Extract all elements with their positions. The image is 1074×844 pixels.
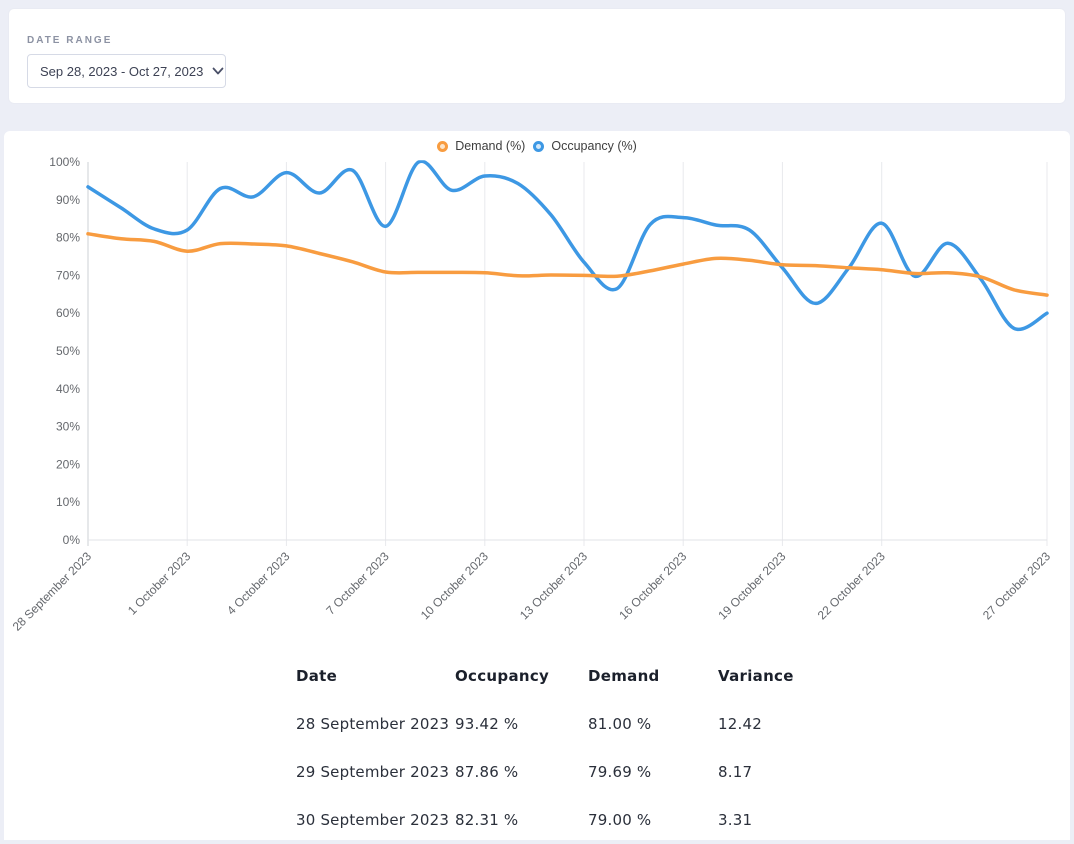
y-tick-label: 0%: [63, 533, 81, 547]
y-tick-label: 20%: [56, 457, 80, 471]
chevron-down-icon: [212, 67, 224, 75]
chart-area: 0% 10% 20% 30% 40% 50% 60% 70% 80% 90% 100% 28 Sept…: [0, 155, 1074, 661]
demand-line: [86, 232, 1049, 297]
cell-occupancy: 87.86 %: [455, 763, 519, 781]
date-range-card: DATE RANGE Sep 28, 2023 - Oct 27, 2023: [8, 8, 1066, 104]
y-tick-label: 60%: [56, 306, 80, 320]
chart-legend: Demand (%) Occupancy (%): [4, 139, 1070, 153]
cell-variance: 12.42: [718, 715, 762, 733]
cell-date: 30 September 2023: [296, 811, 450, 829]
cell-date: 29 September 2023: [296, 763, 450, 781]
demand-legend-swatch-icon: [437, 140, 449, 152]
y-tick-label: 90%: [56, 193, 80, 207]
table-header-demand: Demand: [588, 667, 660, 685]
legend-item-occupancy[interactable]: Occupancy (%): [533, 139, 637, 153]
cell-demand: 79.69 %: [588, 763, 652, 781]
y-tick-label: 80%: [56, 231, 80, 245]
cell-occupancy: 82.31 %: [455, 811, 519, 829]
occupancy-legend-swatch-icon: [533, 140, 545, 152]
x-tick-label: 4 October 2023: [224, 549, 293, 618]
cell-variance: 8.17: [718, 763, 753, 781]
table-row: 30 September 2023 82.31 % 79.00 % 3.31: [296, 796, 833, 844]
variance-table: Date Occupancy Demand Variance 28 Septem…: [296, 652, 833, 844]
table-row: 29 September 2023 87.86 % 79.69 % 8.17: [296, 748, 833, 796]
y-tick-label: 30%: [56, 420, 80, 434]
x-tick-label: 13 October 2023: [517, 549, 590, 622]
y-tick-label: 70%: [56, 268, 80, 282]
x-tick-label: 28 September 2023: [10, 549, 95, 634]
occupancy-line: [86, 160, 1049, 332]
y-tick-label: 10%: [56, 495, 80, 509]
variance-table-wrap: Date Occupancy Demand Variance 28 Septem…: [296, 652, 833, 844]
legend-item-demand[interactable]: Demand (%): [437, 139, 525, 153]
cell-demand: 81.00 %: [588, 715, 652, 733]
table-row: 28 September 2023 93.42 % 81.00 % 12.42: [296, 700, 833, 748]
x-tick-label: 10 October 2023: [418, 549, 491, 622]
chart-card: Demand (%) Occupancy (%) 0% 10% 20% 30% 40% 50…: [4, 131, 1070, 840]
table-header-row: Date Occupancy Demand Variance: [296, 652, 833, 700]
legend-label: Occupancy (%): [551, 139, 637, 153]
y-tick-label: 100%: [49, 156, 80, 169]
x-tick-label: 16 October 2023: [616, 549, 689, 622]
x-tick-label: 22 October 2023: [815, 549, 888, 622]
x-tick-label: 27 October 2023: [980, 549, 1053, 622]
x-tick-label: 1 October 2023: [125, 549, 194, 618]
cell-date: 28 September 2023: [296, 715, 450, 733]
date-range-select[interactable]: Sep 28, 2023 - Oct 27, 2023: [27, 54, 226, 88]
date-range-label: DATE RANGE: [27, 35, 113, 46]
date-range-value: Sep 28, 2023 - Oct 27, 2023: [40, 63, 204, 79]
occupancy-demand-chart[interactable]: 0% 10% 20% 30% 40% 50% 60% 70% 80% 90% 100% 28 Sept…: [0, 155, 1074, 661]
table-header-date: Date: [296, 667, 338, 685]
y-tick-label: 40%: [56, 382, 80, 396]
y-tick-label: 50%: [56, 344, 80, 358]
x-tick-label: 19 October 2023: [715, 549, 788, 622]
table-header-occupancy: Occupancy: [455, 667, 550, 685]
cell-variance: 3.31: [718, 811, 753, 829]
cell-demand: 79.00 %: [588, 811, 652, 829]
table-header-variance: Variance: [718, 667, 794, 685]
legend-label: Demand (%): [455, 139, 526, 153]
x-tick-label: 7 October 2023: [323, 549, 392, 618]
cell-occupancy: 93.42 %: [455, 715, 519, 733]
